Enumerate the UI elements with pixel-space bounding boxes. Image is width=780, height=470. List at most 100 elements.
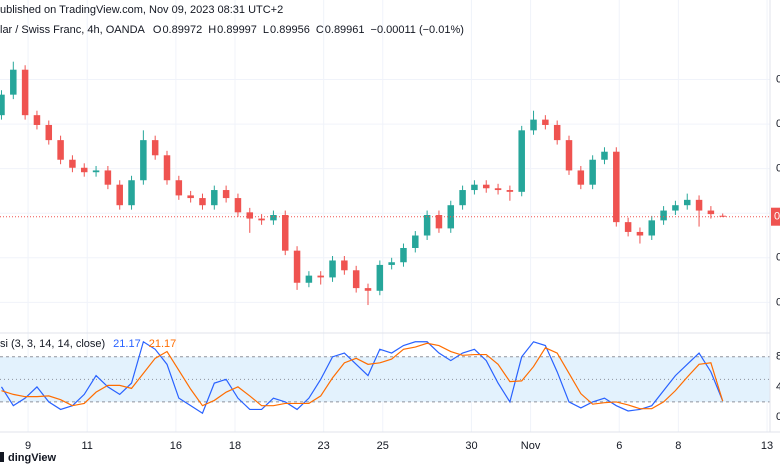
candle-body bbox=[388, 262, 395, 265]
last-price-box bbox=[771, 207, 780, 226]
candle-body bbox=[423, 215, 431, 236]
symbol-title: lar / Swiss Franc, 4h, OANDA bbox=[0, 24, 146, 36]
y-tick-label: 0.91000 bbox=[776, 118, 780, 130]
x-tick-label: 30 bbox=[465, 440, 477, 452]
candle-body bbox=[305, 275, 313, 283]
x-tick-label: 18 bbox=[229, 440, 241, 452]
indicator-line bbox=[1, 342, 724, 410]
candle-body bbox=[636, 231, 644, 236]
brand: dingView bbox=[8, 452, 57, 464]
marks-layer bbox=[0, 61, 770, 415]
candle-body bbox=[471, 184, 478, 191]
candle-body bbox=[364, 288, 372, 291]
ohlc-value: 0.89956 bbox=[270, 24, 310, 36]
last-price-label: 0.89961 bbox=[774, 211, 780, 223]
ohlc-label: L bbox=[263, 24, 269, 36]
x-tick-label: 13 bbox=[761, 440, 773, 452]
candle-body bbox=[494, 188, 502, 191]
grid-layer bbox=[0, 0, 770, 432]
y-tick-label: 0 bbox=[776, 411, 780, 423]
candle-body bbox=[151, 140, 159, 156]
candle-body bbox=[116, 184, 123, 206]
candle-body bbox=[163, 155, 171, 181]
candle-body bbox=[128, 180, 135, 206]
candle-body bbox=[352, 270, 360, 289]
logo-shape bbox=[0, 452, 4, 462]
candle-body bbox=[246, 212, 254, 219]
candle-body bbox=[459, 190, 466, 206]
candle-body bbox=[57, 140, 64, 160]
candle-body bbox=[281, 215, 289, 251]
brand-logo bbox=[0, 452, 4, 462]
candle-body bbox=[672, 205, 679, 211]
candle-body bbox=[660, 210, 667, 221]
candle-body bbox=[222, 190, 230, 199]
candle-body bbox=[518, 130, 525, 192]
candle-body bbox=[553, 124, 561, 141]
candle-body bbox=[0, 94, 5, 116]
candle-body bbox=[530, 119, 537, 131]
y-tick-label: 0.91500 bbox=[776, 73, 780, 85]
indicator-line bbox=[0, 340, 724, 415]
candle-body bbox=[506, 190, 514, 192]
candle-body bbox=[211, 190, 218, 206]
candle-body bbox=[69, 159, 76, 168]
candle-body bbox=[258, 218, 265, 221]
candle-body bbox=[104, 170, 112, 185]
candle-body bbox=[270, 215, 277, 221]
y-tick-label: 0.89000 bbox=[776, 296, 780, 308]
candle-body bbox=[707, 210, 715, 215]
indicator-value: 21.17 bbox=[149, 338, 177, 350]
candle-body bbox=[565, 140, 573, 171]
ohlc-label: C bbox=[316, 24, 324, 36]
ohlc-value: 0.89961 bbox=[325, 24, 365, 36]
candle-body bbox=[412, 235, 419, 248]
text-layer: ublished on TradingView.com, Nov 09, 202… bbox=[0, 4, 780, 452]
price-change: −0.00011 (−0.01%) bbox=[371, 24, 464, 36]
candle-body bbox=[92, 170, 100, 173]
candle-body bbox=[234, 198, 242, 213]
candle-body bbox=[683, 199, 691, 206]
candle-body bbox=[329, 260, 336, 278]
x-tick-label: Nov bbox=[521, 440, 541, 452]
candle-body bbox=[482, 184, 490, 189]
candle-body bbox=[80, 167, 88, 173]
candle-body bbox=[293, 250, 301, 283]
candle-body bbox=[376, 264, 384, 291]
candle-body bbox=[719, 215, 726, 217]
x-tick-label: 11 bbox=[81, 440, 92, 452]
x-tick-label: 23 bbox=[318, 440, 330, 452]
candle-body bbox=[542, 119, 549, 125]
candle-body bbox=[435, 215, 443, 229]
ohlc-label: H bbox=[208, 24, 216, 36]
candle-body bbox=[21, 69, 29, 116]
candle-body bbox=[577, 170, 585, 185]
candle-body bbox=[10, 69, 17, 95]
candle-body bbox=[648, 220, 656, 236]
candle-body bbox=[613, 151, 620, 223]
ohlc-value: 0.89997 bbox=[217, 24, 257, 36]
candle-body bbox=[317, 275, 324, 278]
candle-body bbox=[45, 124, 53, 141]
candle-body bbox=[341, 260, 348, 271]
candle-body bbox=[187, 195, 194, 199]
x-tick-label: 6 bbox=[616, 440, 622, 452]
candle-body bbox=[33, 115, 41, 125]
candle-body bbox=[199, 198, 206, 206]
indicator-title: si (3, 3, 14, 14, close) bbox=[0, 338, 105, 350]
candle-body bbox=[624, 222, 632, 232]
published-note: ublished on TradingView.com, Nov 09, 202… bbox=[0, 4, 283, 16]
x-tick-label: 16 bbox=[170, 440, 182, 452]
candle-body bbox=[601, 151, 608, 160]
ohlc-value: 0.89972 bbox=[162, 24, 202, 36]
candle-body bbox=[695, 199, 703, 211]
indicator-value: 21.17 bbox=[113, 338, 141, 350]
y-tick-label: 0.90500 bbox=[776, 163, 780, 175]
candle-body bbox=[175, 180, 183, 196]
y-tick-label: 0.89500 bbox=[776, 252, 780, 264]
candle-body bbox=[589, 159, 596, 185]
candle-body bbox=[140, 140, 147, 181]
y-tick-label: 40 bbox=[776, 381, 780, 393]
x-tick-label: 9 bbox=[25, 440, 31, 452]
